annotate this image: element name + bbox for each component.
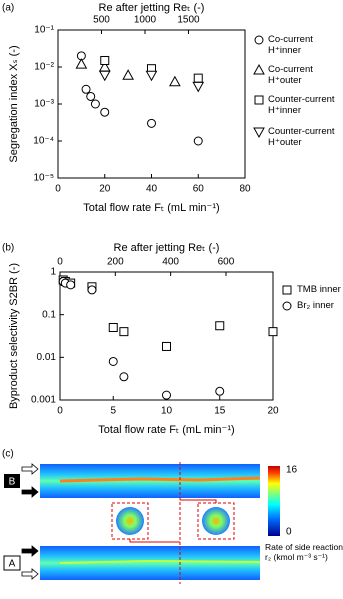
data-point — [268, 327, 278, 337]
case-box — [3, 555, 21, 571]
y-tick-label: 10⁻³ — [34, 99, 54, 110]
x-tick-label: 60 — [193, 184, 205, 195]
legend-label: Br₂ inner — [297, 300, 334, 311]
legend-label: Counter-current H⁺outer — [268, 126, 335, 148]
x-tick-label: 15 — [214, 406, 226, 417]
data-point — [147, 118, 156, 128]
data-point — [162, 390, 171, 400]
legend-marker — [282, 301, 292, 311]
x2-axis-title: Re after jetting Reₜ (-) — [114, 242, 220, 254]
x-tick-label: 20 — [99, 184, 111, 195]
data-point — [162, 341, 171, 351]
legend-label: Co-current H⁺inner — [268, 34, 313, 56]
case-box — [4, 474, 20, 488]
x2-tick-label: 200 — [107, 257, 124, 268]
x-tick-label: 80 — [239, 184, 251, 195]
data-point — [66, 280, 76, 290]
data-point — [145, 70, 158, 82]
data-point — [100, 55, 110, 65]
data-point — [98, 70, 111, 82]
x2-tick-label: 1000 — [134, 15, 157, 26]
x2-tick-label: 400 — [162, 257, 179, 268]
y-tick-label: 0.001 — [31, 395, 56, 406]
x-tick-label: 40 — [146, 184, 158, 195]
colorbar-min: 0 — [286, 527, 292, 538]
x2-tick-label: 0 — [57, 257, 63, 268]
data-point — [119, 372, 129, 382]
y-axis-title: Segregation index Xₛ (-) — [8, 45, 20, 162]
data-point — [108, 323, 118, 333]
case-label: B — [9, 477, 16, 488]
y-tick-label: 10⁻⁵ — [33, 173, 54, 184]
x-tick-label: 10 — [161, 406, 173, 417]
plot-frame — [57, 29, 246, 179]
x-tick-label: 5 — [110, 406, 116, 417]
legend-marker — [254, 95, 264, 105]
legend-marker — [282, 285, 292, 295]
panel-label: (b) — [2, 243, 14, 254]
data-point — [87, 285, 97, 295]
legend-marker — [254, 35, 264, 45]
inset-b — [202, 507, 230, 535]
case-label: A — [9, 559, 16, 570]
x-tick-label: 20 — [267, 406, 279, 417]
data-point — [108, 356, 118, 366]
data-point — [81, 84, 91, 94]
y-tick-label: 10⁻¹ — [34, 25, 54, 36]
y-tick-label: 10⁻² — [34, 62, 54, 73]
legend-label: Counter-current H⁺inner — [268, 94, 335, 116]
data-point — [119, 327, 129, 337]
y-tick-label: 0.01 — [37, 352, 57, 363]
pointer — [129, 539, 180, 543]
legend-marker — [253, 127, 265, 139]
legend-label: Co-current H⁺outer — [268, 64, 313, 86]
data-point — [75, 58, 88, 69]
data-point — [90, 99, 100, 109]
data-point — [215, 321, 225, 331]
colorbar-label: Rate of side reaction r₂ (kmol m⁻³ s⁻¹) — [265, 542, 343, 562]
panel-label: (c) — [2, 449, 14, 460]
panel-c-drawing — [3, 462, 280, 584]
x2-tick-label: 500 — [93, 15, 110, 26]
inset-a — [116, 507, 144, 535]
legend-label: TMB inner — [297, 284, 341, 295]
data-point — [169, 75, 181, 87]
y-tick-label: 1 — [50, 267, 56, 278]
colorbar — [268, 466, 280, 536]
x-axis-title: Total flow rate Fₜ (mL min⁻¹) — [83, 202, 219, 214]
x-tick-label: 0 — [55, 184, 61, 195]
x-tick-label: 0 — [57, 406, 63, 417]
data-point — [193, 136, 203, 146]
x2-tick-label: 1500 — [177, 15, 200, 26]
data-point — [100, 107, 110, 117]
hotspot — [59, 559, 261, 564]
y-axis-title: Byproduct selectivity S2BR (-) — [8, 263, 20, 409]
x2-tick-label: 600 — [218, 257, 235, 268]
legend-marker — [253, 63, 265, 75]
y-tick-label: 0.1 — [42, 309, 56, 320]
x2-axis-title: Re after jetting Reₜ (-) — [99, 2, 205, 14]
inlet-arrows — [21, 463, 39, 580]
hotspot — [59, 476, 261, 483]
panel-label: (a) — [2, 3, 14, 14]
data-point — [193, 73, 203, 83]
data-point — [215, 386, 225, 396]
x-axis-title: Total flow rate Fₜ (mL min⁻¹) — [98, 424, 234, 436]
pointer — [180, 499, 217, 503]
colorbar-max: 16 — [286, 465, 298, 476]
data-point — [192, 81, 205, 93]
y-tick-label: 10⁻⁴ — [33, 136, 54, 147]
data-point — [86, 91, 96, 101]
data-point — [122, 69, 134, 80]
